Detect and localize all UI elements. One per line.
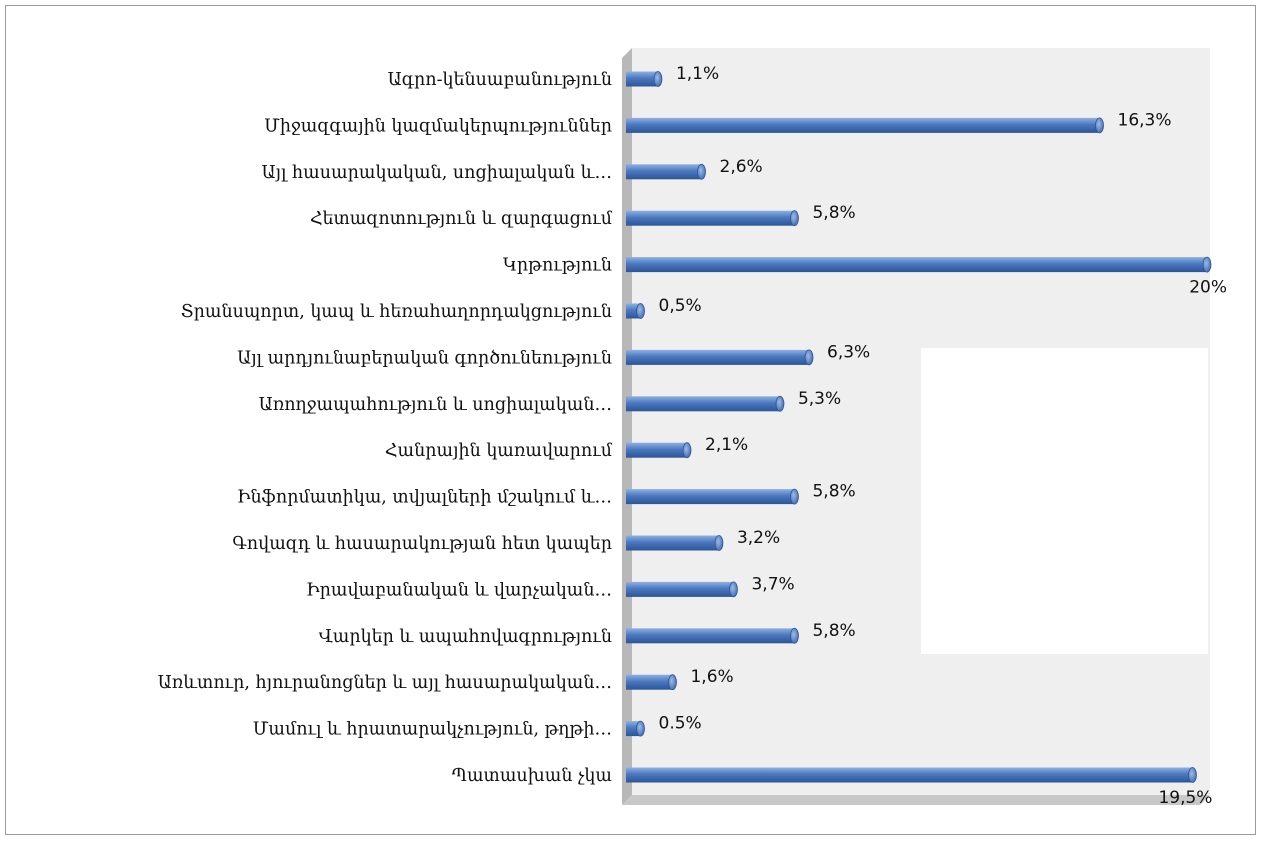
bar [626, 489, 795, 505]
bar [626, 628, 795, 644]
bar [626, 117, 1100, 133]
category-label: Տրանսպորտ, կապ և հեռահաղորդակցություն [181, 302, 612, 322]
data-label: 1,6% [690, 667, 733, 687]
bar-cap [790, 627, 799, 644]
data-label: 2,6% [720, 157, 763, 177]
category-label: Պատասխան չկա [452, 766, 612, 786]
data-label: 5,8% [812, 621, 855, 641]
bar-cap [804, 349, 814, 366]
category-label: Միջազգային կազմակերպություններ [264, 116, 612, 136]
bar [626, 767, 1193, 783]
bar-cap [775, 395, 785, 412]
data-label: 0.5% [659, 714, 702, 734]
bar-cap [697, 163, 706, 180]
category-label: Կրթություն [503, 256, 612, 276]
data-label: 16,3% [1118, 110, 1172, 130]
category-label: Մամուլ և հրատարակչություն, թղթի… [253, 720, 612, 740]
bar-cap [668, 674, 677, 691]
data-label: 20% [1189, 278, 1227, 298]
bar-cap [790, 210, 799, 227]
category-label: Իրավաբանական և վարչական… [306, 580, 612, 600]
plot-floor [622, 795, 1210, 805]
bar-cap [653, 71, 663, 87]
category-label: Այլ հասարակական, սոցիալական և… [262, 163, 613, 183]
data-label: 6,3% [827, 342, 870, 362]
category-label: Գովազդ և հասարակության հետ կապեր [232, 534, 612, 554]
data-label: 1,1% [676, 64, 719, 84]
data-label: 2,1% [705, 435, 748, 455]
data-label: 0,5% [659, 296, 702, 316]
bar [626, 581, 734, 597]
data-label: 3,2% [737, 528, 780, 548]
bar-cap [636, 303, 645, 319]
bar [626, 71, 658, 87]
category-label: Ինֆորմատիկա, տվյալների մշակում և… [237, 488, 612, 508]
plot-side-wall [622, 48, 632, 805]
bar [626, 674, 673, 690]
bar [626, 535, 719, 551]
bar-cap [1095, 117, 1104, 134]
bar [626, 257, 1207, 273]
bar [626, 164, 702, 180]
bar-cap [636, 720, 645, 737]
bar [626, 396, 780, 412]
bar-cap [729, 581, 738, 598]
bars-layer: Ագրո-կենսաբանություն 1,1% Միջազգային կազմա… [158, 64, 1227, 808]
data-label: 5,3% [798, 389, 841, 409]
bar [626, 349, 810, 365]
bar-cap [1202, 256, 1212, 273]
category-label: Այլ արդյունաբերական գործունեություն [237, 348, 612, 368]
bar [626, 210, 795, 226]
category-label: Ագրո-կենսաբանություն [388, 70, 612, 90]
bar [626, 442, 688, 458]
category-label: Հետազոտություն և զարգացում [310, 209, 613, 229]
bar-cap [1188, 767, 1197, 783]
data-label: 19,5% [1158, 788, 1212, 808]
data-label: 3,7% [751, 574, 794, 594]
data-label: 5,8% [812, 482, 855, 502]
bar-cap [790, 488, 799, 505]
bar-cap [714, 535, 724, 551]
category-label: Առողջապահություն և սոցիալական… [259, 395, 612, 415]
white-panel [921, 348, 1208, 654]
category-label: Առևտուր, հյուրանոցներ և այլ հասարակական… [158, 673, 612, 693]
category-label: Վարկեր և ապահովագրություն [319, 627, 612, 647]
category-label: Հանրային կառավարում [385, 441, 613, 461]
data-label: 5,8% [812, 203, 855, 223]
bar-cap [682, 442, 692, 459]
